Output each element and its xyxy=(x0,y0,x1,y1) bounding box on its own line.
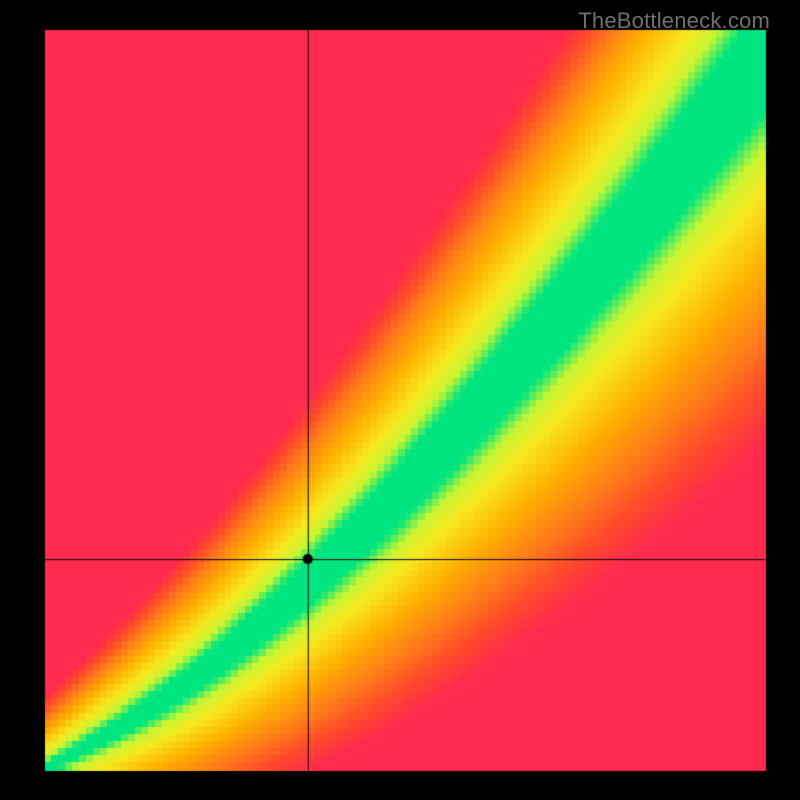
watermark-text: TheBottleneck.com xyxy=(578,8,770,34)
chart-container: TheBottleneck.com xyxy=(0,0,800,800)
crosshair-overlay xyxy=(0,0,800,800)
